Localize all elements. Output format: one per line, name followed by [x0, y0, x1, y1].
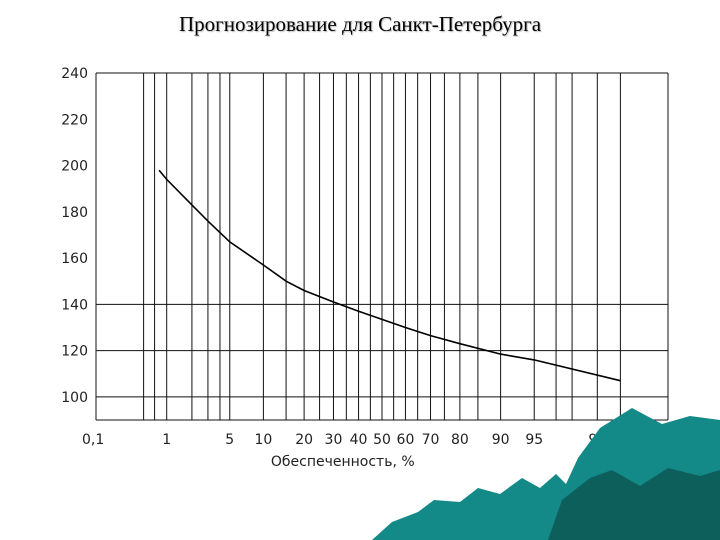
x-axis-label: Обеспеченность, %	[271, 454, 415, 470]
series-line	[158, 169, 621, 382]
y-tick-label: 120	[61, 344, 88, 360]
probability-chart: 100 120 140 160 180 200 220 240 0,1 1 5 10 20 30 40 50 6…	[61, 66, 684, 470]
x-tick-label: 50	[373, 432, 391, 448]
x-tick-label: 60	[397, 432, 415, 448]
x-tick-label: 20	[295, 432, 313, 448]
y-tick-label: 140	[61, 297, 88, 313]
y-tick-label: 200	[61, 159, 88, 175]
chart-panel: 100 120 140 160 180 200 220 240 0,1 1 5 10 20 30 40 50 6…	[56, 65, 686, 470]
x-tick-label: 70	[422, 432, 440, 448]
y-tick-label: 240	[61, 66, 88, 82]
x-tick-label: 99	[588, 432, 606, 448]
x-tick-label: 80	[451, 432, 469, 448]
x-tick-label: 5	[225, 432, 234, 448]
y-tick-label: 220	[61, 112, 88, 128]
x-tick-label: 90	[492, 432, 510, 448]
page-title: Прогнозирование для Санкт-Петербурга	[178, 12, 542, 36]
x-tick-label: 30	[325, 432, 343, 448]
y-tick-label: 180	[61, 205, 88, 221]
x-tick-label: 99,9	[653, 432, 684, 448]
y-tick-label: 160	[61, 251, 88, 267]
x-tick-label: 95	[525, 432, 543, 448]
x-tick-label: 40	[350, 432, 368, 448]
y-tick-label: 100	[61, 390, 88, 406]
x-tick-label: 0,1	[82, 432, 104, 448]
x-tick-label: 10	[254, 432, 272, 448]
x-tick-label: 1	[162, 432, 171, 448]
